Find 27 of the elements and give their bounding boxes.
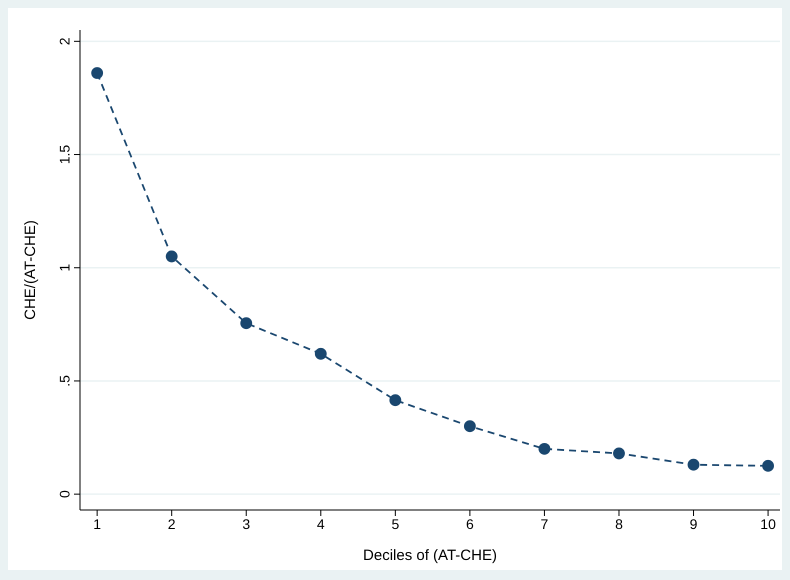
x-tick-label: 4	[316, 516, 325, 532]
point	[166, 250, 178, 262]
y-tick-label: 1.5	[56, 144, 73, 164]
x-axis-title: Deciles of (AT-CHE)	[363, 547, 497, 564]
x-tick-label: 9	[690, 516, 698, 532]
point	[613, 447, 625, 460]
point	[762, 460, 774, 472]
x-tick-label: 2	[168, 516, 176, 532]
x-tick-label: 1	[93, 516, 102, 532]
y-tick-label: 2	[56, 37, 73, 46]
point	[688, 458, 700, 471]
x-tick-label: 10	[760, 516, 776, 532]
point	[240, 317, 252, 330]
y-tick-label: .5	[56, 374, 73, 387]
point	[314, 348, 327, 360]
x-tick-label: 7	[540, 516, 549, 532]
y-tick-label: 0	[56, 490, 73, 498]
point	[389, 394, 402, 406]
y-tick-label: 1	[56, 264, 73, 272]
x-tick-label: 6	[466, 516, 474, 532]
x-tick-label: 3	[242, 516, 250, 532]
x-tick-label: 5	[391, 516, 400, 532]
point	[464, 420, 476, 432]
x-tick-label: 8	[615, 516, 624, 532]
point	[538, 442, 550, 455]
y-axis-title: CHE/(AT-CHE)	[22, 220, 39, 320]
point	[91, 67, 104, 79]
